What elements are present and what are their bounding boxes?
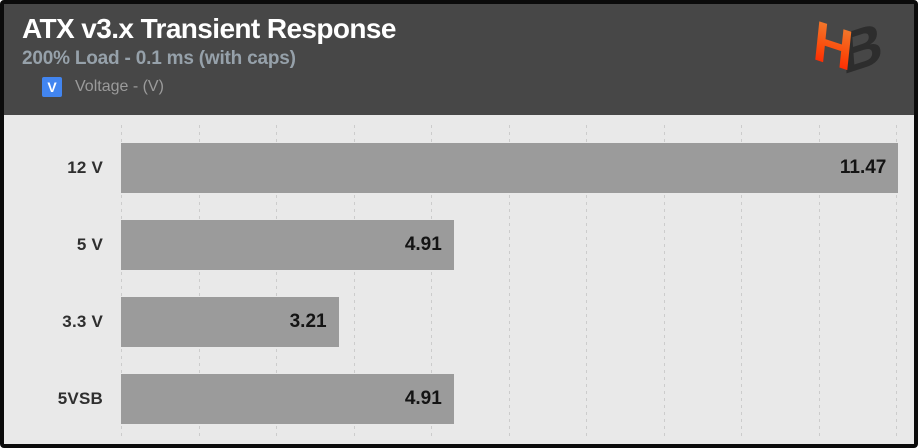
gridline xyxy=(818,125,820,437)
legend: V Voltage - (V) xyxy=(42,76,914,97)
category-label: 3.3 V xyxy=(62,311,103,331)
bar-track: 3.21 xyxy=(121,296,914,347)
gridline xyxy=(508,125,510,437)
gridlines xyxy=(121,125,912,437)
gridline xyxy=(276,125,278,437)
gridline xyxy=(431,125,433,437)
gridline xyxy=(741,125,743,437)
bar-track: 11.47 xyxy=(121,142,914,193)
bar: 3.21 xyxy=(121,296,339,347)
bar: 4.91 xyxy=(121,373,454,424)
bar-row: 5VSB 4.91 xyxy=(4,360,914,437)
bar-rows: 12 V 11.47 5 V 4.91 3.3 V 3.21 5VSB 4.91 xyxy=(4,115,914,437)
category-label: 5 V xyxy=(76,234,103,254)
bar-track: 4.91 xyxy=(121,219,914,270)
chart-header: ATX v3.x Transient Response 200% Load - … xyxy=(4,4,914,115)
bar-row: 3.3 V 3.21 xyxy=(4,283,914,360)
bar-chart: 12 V 11.47 5 V 4.91 3.3 V 3.21 5VSB 4.91 xyxy=(4,115,914,444)
legend-label: Voltage - (V) xyxy=(75,77,164,95)
category-label: 12 V xyxy=(67,157,103,177)
category-label: 5VSB xyxy=(57,388,103,408)
chart-title: ATX v3.x Transient Response xyxy=(22,13,396,44)
bar-track: 4.91 xyxy=(121,373,914,424)
gridline xyxy=(121,125,122,437)
value-label: 3.21 xyxy=(289,310,327,332)
value-label: 4.91 xyxy=(404,387,442,409)
chart-subtitle: 200% Load - 0.1 ms (with caps) xyxy=(22,47,296,69)
legend-swatch-voltage: V xyxy=(42,76,62,97)
bar: 11.47 xyxy=(121,142,899,193)
value-label: 11.47 xyxy=(839,156,887,178)
gridline xyxy=(896,125,898,437)
bar-row: 5 V 4.91 xyxy=(4,206,914,283)
bar-row: 12 V 11.47 xyxy=(4,129,914,206)
gridline xyxy=(353,125,355,437)
bar: 4.91 xyxy=(121,219,454,270)
gridline xyxy=(198,125,200,437)
gridline xyxy=(586,125,588,437)
gridline xyxy=(663,125,665,437)
value-label: 4.91 xyxy=(404,233,442,255)
